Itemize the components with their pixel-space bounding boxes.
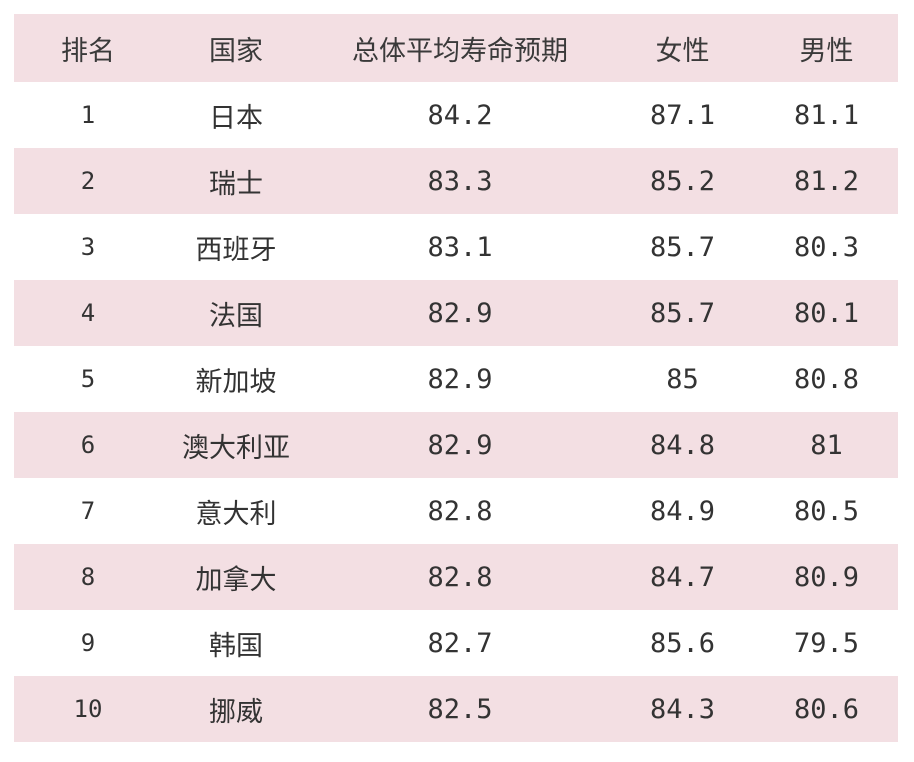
table-header-row: 排名 国家 总体平均寿命预期 女性 男性 xyxy=(14,14,898,82)
cell-male: 81.1 xyxy=(793,99,860,131)
cell-country: 法国 xyxy=(209,300,263,332)
table-row: 3 西班牙 83.1 85.7 80.3 xyxy=(14,214,898,280)
cell-country: 西班牙 xyxy=(195,234,277,266)
table-row: 1 日本 84.2 87.1 81.1 xyxy=(14,82,898,148)
table-row: 6 澳大利亚 82.9 84.8 81 xyxy=(14,412,898,478)
cell-country: 挪威 xyxy=(209,696,263,728)
header-male: 男性 xyxy=(799,35,854,67)
header-total: 总体平均寿命预期 xyxy=(352,35,568,67)
cell-country: 澳大利亚 xyxy=(182,432,290,464)
cell-female: 85.2 xyxy=(649,165,716,197)
life-expectancy-table: 排名 国家 总体平均寿命预期 女性 男性 1 日本 84.2 87.1 81.1 2 瑞士 8… xyxy=(14,14,898,742)
cell-male: 79.5 xyxy=(793,627,860,659)
table-row: 9 韩国 82.7 85.6 79.5 xyxy=(14,610,898,676)
header-female: 女性 xyxy=(655,35,710,67)
cell-country: 瑞士 xyxy=(209,168,263,200)
cell-rank: 6 xyxy=(80,431,96,459)
cell-total: 82.7 xyxy=(427,627,493,659)
cell-total: 83.3 xyxy=(427,165,493,197)
table-row: 2 瑞士 83.3 85.2 81.2 xyxy=(14,148,898,214)
cell-rank: 9 xyxy=(80,629,96,657)
cell-total: 82.8 xyxy=(427,495,493,527)
cell-male: 81 xyxy=(810,429,843,461)
cell-total: 82.5 xyxy=(427,693,493,725)
cell-male: 81.2 xyxy=(793,165,860,197)
table-row: 10 挪威 82.5 84.3 80.6 xyxy=(14,676,898,742)
cell-female: 85.7 xyxy=(649,231,716,263)
cell-female: 87.1 xyxy=(649,99,716,131)
table-row: 8 加拿大 82.8 84.7 80.9 xyxy=(14,544,898,610)
cell-female: 84.7 xyxy=(649,561,716,593)
cell-rank: 5 xyxy=(80,365,96,393)
cell-female: 84.9 xyxy=(649,495,716,527)
header-rank: 排名 xyxy=(61,35,115,67)
cell-rank: 8 xyxy=(80,563,96,591)
cell-total: 84.2 xyxy=(427,99,493,131)
cell-total: 82.9 xyxy=(427,297,493,329)
cell-country: 加拿大 xyxy=(195,564,277,596)
cell-rank: 7 xyxy=(80,497,96,525)
cell-male: 80.5 xyxy=(793,495,860,527)
cell-country: 新加坡 xyxy=(195,366,277,398)
table-row: 5 新加坡 82.9 85 80.8 xyxy=(14,346,898,412)
cell-country: 意大利 xyxy=(195,498,277,530)
cell-rank: 1 xyxy=(80,101,96,129)
table-row: 4 法国 82.9 85.7 80.1 xyxy=(14,280,898,346)
cell-country: 韩国 xyxy=(209,630,263,662)
table-body: 1 日本 84.2 87.1 81.1 2 瑞士 83.3 85.2 81.2 3 西班牙 83.1 85… xyxy=(14,82,898,742)
cell-total: 82.8 xyxy=(427,561,493,593)
cell-rank: 10 xyxy=(73,695,103,723)
cell-female: 84.3 xyxy=(649,693,716,725)
cell-female: 85.6 xyxy=(649,627,716,659)
cell-country: 日本 xyxy=(209,102,263,134)
cell-total: 83.1 xyxy=(427,231,493,263)
table-row: 7 意大利 82.8 84.9 80.5 xyxy=(14,478,898,544)
cell-total: 82.9 xyxy=(427,429,493,461)
cell-male: 80.1 xyxy=(793,297,860,329)
cell-female: 84.8 xyxy=(649,429,716,461)
header-country: 国家 xyxy=(209,35,263,67)
cell-male: 80.9 xyxy=(793,561,860,593)
cell-rank: 4 xyxy=(80,299,96,327)
cell-female: 85.7 xyxy=(649,297,716,329)
cell-male: 80.6 xyxy=(793,693,860,725)
cell-total: 82.9 xyxy=(427,363,493,395)
cell-male: 80.8 xyxy=(793,363,860,395)
cell-rank: 2 xyxy=(80,167,96,195)
cell-male: 80.3 xyxy=(793,231,860,263)
cell-rank: 3 xyxy=(80,233,96,261)
cell-female: 85 xyxy=(666,363,699,395)
